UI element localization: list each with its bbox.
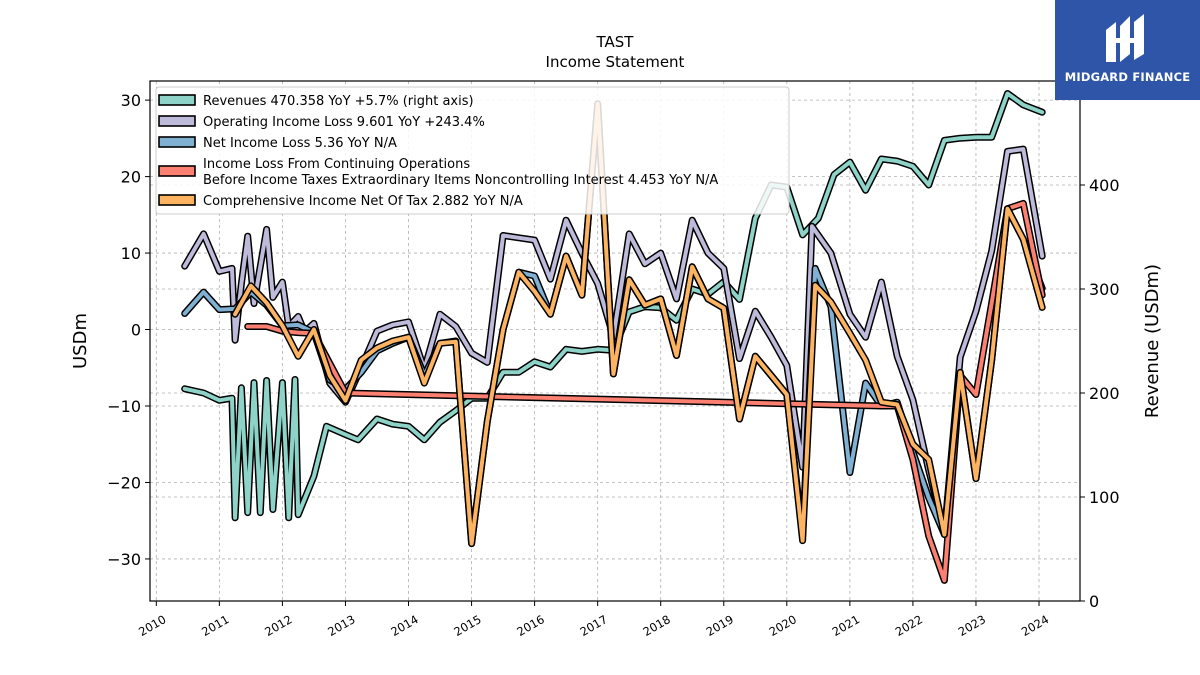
y-tick-label-right: 400 — [1089, 176, 1120, 195]
y-tick-label-right: 300 — [1089, 280, 1120, 299]
series-line — [245, 201, 1045, 583]
x-tick-label: 2012 — [262, 612, 294, 639]
series-comprehensive-income-net-of-tax — [231, 100, 1046, 548]
legend-swatch-operating-income-loss — [158, 115, 196, 127]
legend-swatches — [158, 94, 196, 206]
x-tick-label: 2015 — [451, 612, 483, 639]
legend-label-net-income: Net Income Loss 5.36 YoY N/A — [203, 136, 397, 151]
legend-label-revenues: Revenues 470.358 YoY +5.7% (right axis) — [203, 94, 474, 109]
y-axis-label-right: Revenue (USDm) — [1142, 264, 1163, 418]
y-tick-label-left: −20 — [107, 473, 141, 492]
y-tick-label-left: 0 — [131, 321, 141, 340]
y-tick-label-left: 20 — [121, 168, 141, 187]
legend-swatch-revenues — [158, 94, 196, 106]
series-income-loss-from-continuing-operations-b — [244, 199, 1046, 584]
y-tick-label-right: 100 — [1089, 488, 1120, 507]
x-tick-label: 2020 — [767, 612, 799, 639]
x-tick-label: 2021 — [830, 612, 862, 639]
series-operating-income-loss — [181, 145, 1046, 537]
series-revenues — [181, 90, 1046, 522]
x-tick-label: 2023 — [956, 612, 988, 639]
series-line — [233, 101, 1045, 546]
series-layer — [181, 90, 1046, 584]
brand-name: MIDGARD FINANCE — [1064, 70, 1191, 84]
x-tick-label: 2016 — [514, 612, 546, 639]
legend-label-pretax-income-line1: Income Loss From Continuing Operations — [203, 157, 470, 172]
y-tick-label-right: 200 — [1089, 384, 1120, 403]
x-tick-label: 2010 — [136, 612, 168, 639]
chart-subtitle: Income Statement — [546, 53, 685, 71]
x-tick-label: 2011 — [199, 612, 231, 639]
y-tick-label-left: −30 — [107, 550, 141, 569]
legend-frame — [155, 86, 790, 215]
legend-label-pretax-income-line2: Before Income Taxes Extraordinary Items … — [203, 173, 718, 188]
legend-swatch-comprehensive-income-net-of-tax — [158, 194, 196, 206]
series-line — [182, 147, 1045, 535]
midgard-logo-icon — [1106, 14, 1144, 62]
x-tick-label: 2014 — [388, 612, 420, 639]
y-axis-label-left: USDm — [70, 313, 91, 369]
legend-label-operating-income: Operating Income Loss 9.601 YoY +243.4% — [203, 115, 485, 130]
x-tick-label: 2017 — [577, 612, 609, 639]
y-tick-label-right: 0 — [1089, 592, 1099, 611]
plot-frame — [149, 80, 1081, 602]
y-tick-label-left: 30 — [121, 91, 141, 110]
series-line — [182, 91, 1045, 520]
x-tick-label: 2024 — [1019, 612, 1051, 639]
y-tick-label-left: 10 — [121, 244, 141, 263]
brand-logo: MIDGARD FINANCE — [1055, 0, 1200, 100]
legend: Revenues 470.358 YoY +5.7% (right axis) … — [155, 86, 790, 215]
x-tick-label: 2022 — [893, 612, 925, 639]
x-tick-label: 2019 — [704, 612, 736, 639]
legend-swatch-income-loss-from-continuing-operations-b — [158, 165, 196, 177]
legend-swatch-net-income-loss — [158, 136, 196, 148]
x-tick-label: 2013 — [325, 612, 357, 639]
legend-label-comprehensive-income: Comprehensive Income Net Of Tax 2.882 Yo… — [203, 194, 523, 209]
chart-title: TAST — [596, 33, 635, 51]
x-tick-label: 2018 — [641, 612, 673, 639]
y-tick-label-left: −10 — [107, 397, 141, 416]
